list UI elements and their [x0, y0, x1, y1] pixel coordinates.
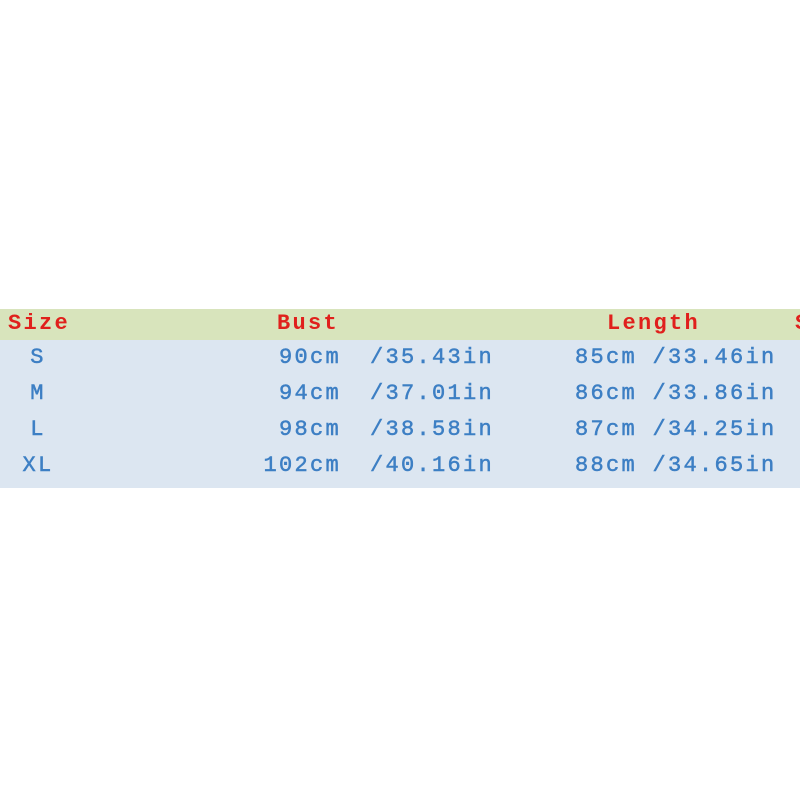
- bust-in-cell: /37.01in: [370, 381, 495, 407]
- length-cell: 85cm /33.46in: [575, 345, 777, 371]
- bust-cm-cell: 90cm: [278, 345, 341, 371]
- size-cell: S: [30, 345, 46, 371]
- bust-cm-cell: 98cm: [278, 417, 341, 443]
- header-cell: S: [795, 310, 800, 338]
- size-cell: L: [30, 417, 46, 443]
- bust-in-cell: /38.58in: [370, 417, 495, 443]
- length-cell: 87cm /34.25in: [575, 417, 777, 443]
- bust-cm-cell: 94cm: [278, 381, 341, 407]
- size-cell: XL: [22, 453, 54, 479]
- bust-in-cell: /40.16in: [370, 453, 495, 479]
- length-cell: 88cm /34.65in: [575, 453, 777, 479]
- body-band: [0, 340, 800, 488]
- header-cell: Bust: [277, 311, 340, 336]
- size-cell: M: [30, 381, 46, 407]
- length-cell: 86cm /33.86in: [575, 381, 777, 407]
- bust-in-cell: /35.43in: [370, 345, 495, 371]
- header-band: [0, 309, 800, 340]
- header-cell: Length: [607, 311, 701, 336]
- header-cell: Size: [8, 311, 71, 336]
- bust-cm-cell: 102cm: [263, 453, 341, 479]
